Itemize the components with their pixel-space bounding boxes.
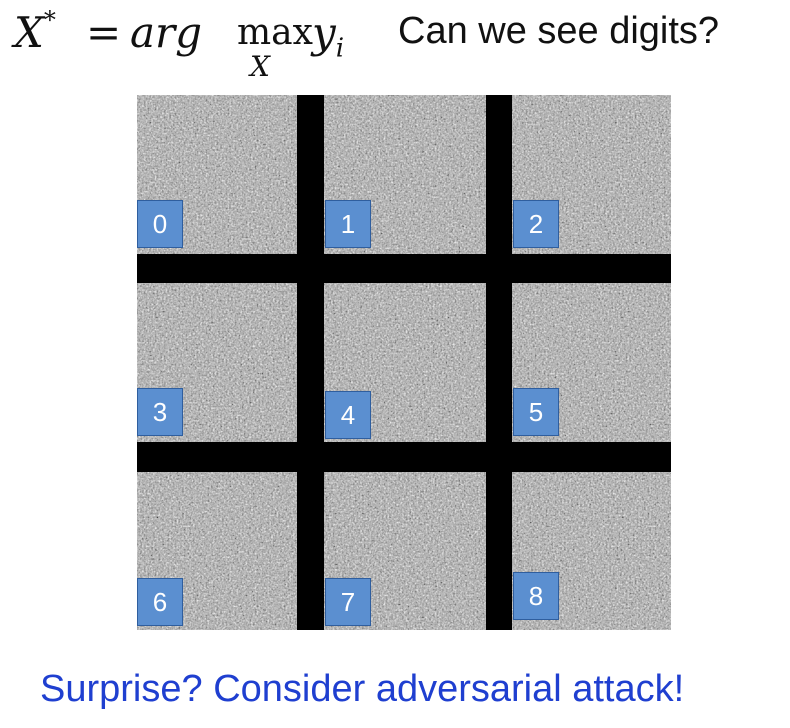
cell-index-label-7: 7 (325, 578, 371, 626)
objective-formula: X* = arg max X yi (14, 2, 394, 92)
formula-x-star: X* (14, 6, 56, 57)
formula-y-i: yi (312, 8, 345, 64)
cell-index-label-8: 8 (513, 572, 559, 620)
cell-index-label-0: 0 (137, 200, 183, 248)
noise-image-grid: 0 1 2 3 4 5 6 7 8 (137, 95, 671, 630)
cell-index-label-3: 3 (137, 388, 183, 436)
formula-max-subscript: X (250, 50, 270, 83)
cell-index-label-2: 2 (513, 200, 559, 248)
cell-index-label-5: 5 (513, 388, 559, 436)
cell-index-label-4: 4 (325, 391, 371, 439)
formula-arg: arg (130, 8, 203, 57)
noise-canvas (137, 95, 671, 630)
formula-max: max (237, 12, 313, 53)
question-text: Can we see digits? (398, 10, 720, 52)
cell-index-label-6: 6 (137, 578, 183, 626)
formula-equals: = (86, 8, 122, 57)
footer-caption: Surprise? Consider adversarial attack! (40, 668, 685, 710)
cell-index-label-1: 1 (325, 200, 371, 248)
